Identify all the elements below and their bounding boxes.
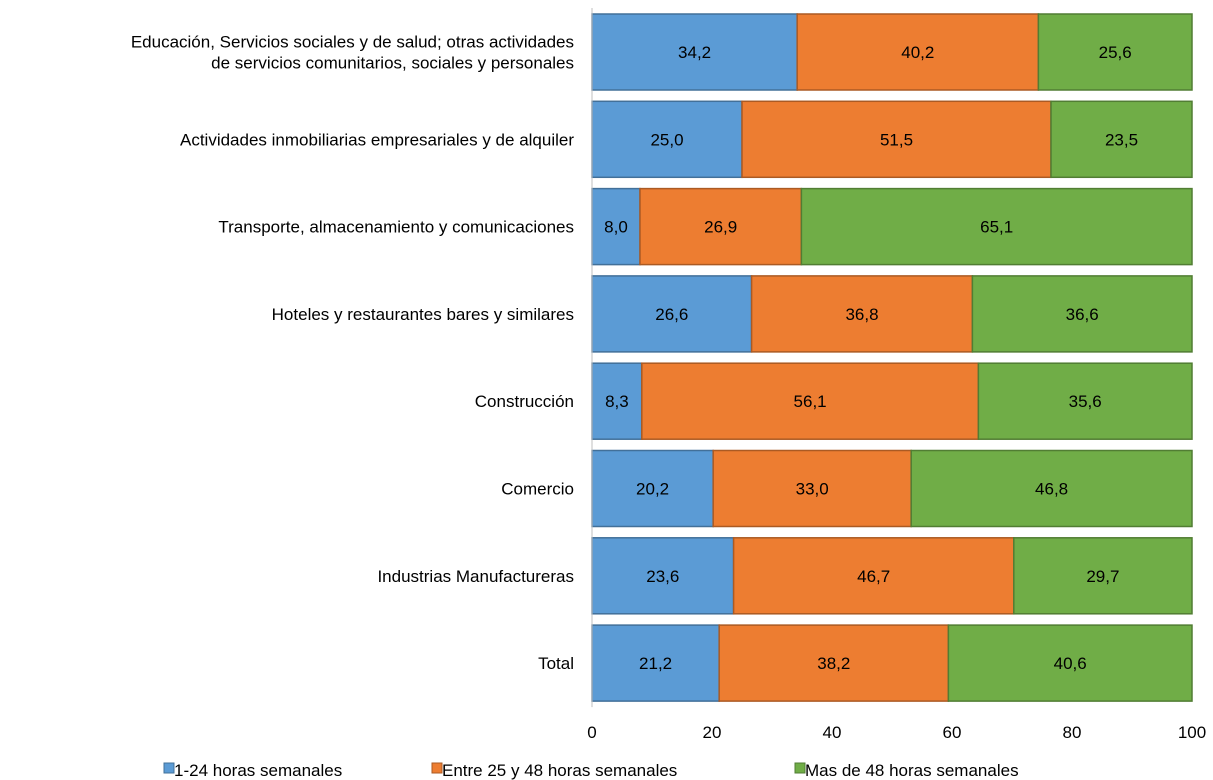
data-label: 26,6 — [655, 305, 688, 324]
category-labels: Educación, Servicios sociales y de salud… — [131, 33, 575, 674]
bar-segment — [741, 100, 1052, 179]
data-label: 33,0 — [796, 480, 829, 499]
bar-segment — [947, 624, 1193, 702]
data-label: 35,6 — [1069, 392, 1102, 411]
bar-segment — [800, 187, 1193, 266]
x-axis-ticks: 0 20 40 60 80 100 — [587, 723, 1206, 742]
legend-swatch — [794, 762, 806, 774]
bar-segment — [712, 449, 912, 528]
category-label: Construcción — [475, 392, 574, 411]
legend-label: Mas de 48 horas semanales — [805, 761, 1019, 780]
data-label: 36,8 — [845, 305, 878, 324]
x-tick-label: 60 — [943, 723, 962, 742]
data-label: 51,5 — [880, 130, 913, 149]
legend-item: 1-24 horas semanales — [163, 761, 342, 780]
data-label: 40,2 — [901, 43, 934, 62]
category-label: Comercio — [501, 480, 574, 499]
data-label: 21,2 — [639, 654, 672, 673]
bar-segment — [1037, 13, 1193, 91]
x-tick-label: 0 — [587, 723, 596, 742]
data-label: 46,7 — [857, 567, 890, 586]
legend-label: 1-24 horas semanales — [174, 761, 342, 780]
bar-segment — [591, 537, 735, 615]
category-label: Educación, Servicios sociales y de salud… — [131, 33, 574, 73]
category-label: Total — [538, 654, 574, 673]
x-tick-label: 100 — [1178, 723, 1206, 742]
x-tick-label: 20 — [703, 723, 722, 742]
legend-swatch — [431, 762, 443, 774]
data-label: 29,7 — [1086, 567, 1119, 586]
bar-segment — [641, 362, 980, 440]
category-label: Industrias Manufactureras — [377, 567, 574, 586]
data-label: 56,1 — [794, 392, 827, 411]
legend-item: Mas de 48 horas semanales — [794, 761, 1019, 780]
data-label: 25,0 — [650, 130, 683, 149]
bar-segment — [796, 13, 1040, 91]
data-label: 26,9 — [704, 218, 737, 237]
bar-segment — [591, 187, 641, 266]
bar-segment — [639, 187, 803, 266]
bar-segment — [591, 100, 743, 179]
x-tick-label: 80 — [1063, 723, 1082, 742]
category-label: Actividades inmobiliarias empresariales … — [180, 130, 574, 149]
legend: 1-24 horas semanales Entre 25 y 48 horas … — [163, 761, 1019, 780]
bar-segment — [1013, 537, 1193, 615]
data-label: 46,8 — [1035, 480, 1068, 499]
bar-segment — [591, 275, 753, 353]
data-label: 23,5 — [1105, 130, 1138, 149]
bar-segment — [910, 449, 1193, 528]
category-label: Hoteles y restaurantes bares y similares — [272, 305, 574, 324]
legend-item: Entre 25 y 48 horas semanales — [431, 761, 677, 780]
data-label: 23,6 — [646, 567, 679, 586]
category-label: Transporte, almacenamiento y comunicacio… — [218, 218, 574, 237]
data-label: 8,0 — [604, 218, 628, 237]
data-label: 40,6 — [1054, 654, 1087, 673]
data-label: 65,1 — [980, 218, 1013, 237]
data-label: 25,6 — [1099, 43, 1132, 62]
bar-segment — [971, 275, 1193, 353]
bar-segment — [1050, 100, 1193, 179]
bar-segment — [591, 624, 720, 702]
bar-segment — [591, 362, 643, 440]
bar-segment — [718, 624, 950, 702]
data-label: 34,2 — [678, 43, 711, 62]
data-label: 36,6 — [1066, 305, 1099, 324]
legend-label: Entre 25 y 48 horas semanales — [442, 761, 677, 780]
bar-segment — [977, 362, 1193, 440]
bar-segment — [591, 13, 798, 91]
bar-segment — [732, 537, 1015, 615]
data-label: 8,3 — [605, 392, 629, 411]
data-label: 20,2 — [636, 480, 669, 499]
legend-swatch — [163, 762, 175, 774]
data-label: 38,2 — [817, 654, 850, 673]
bars: 34,2 40,2 25,6 25,0 51,5 23,5 8,0 26,9 65,1 26,6 3… — [591, 13, 1193, 702]
x-tick-label: 40 — [823, 723, 842, 742]
